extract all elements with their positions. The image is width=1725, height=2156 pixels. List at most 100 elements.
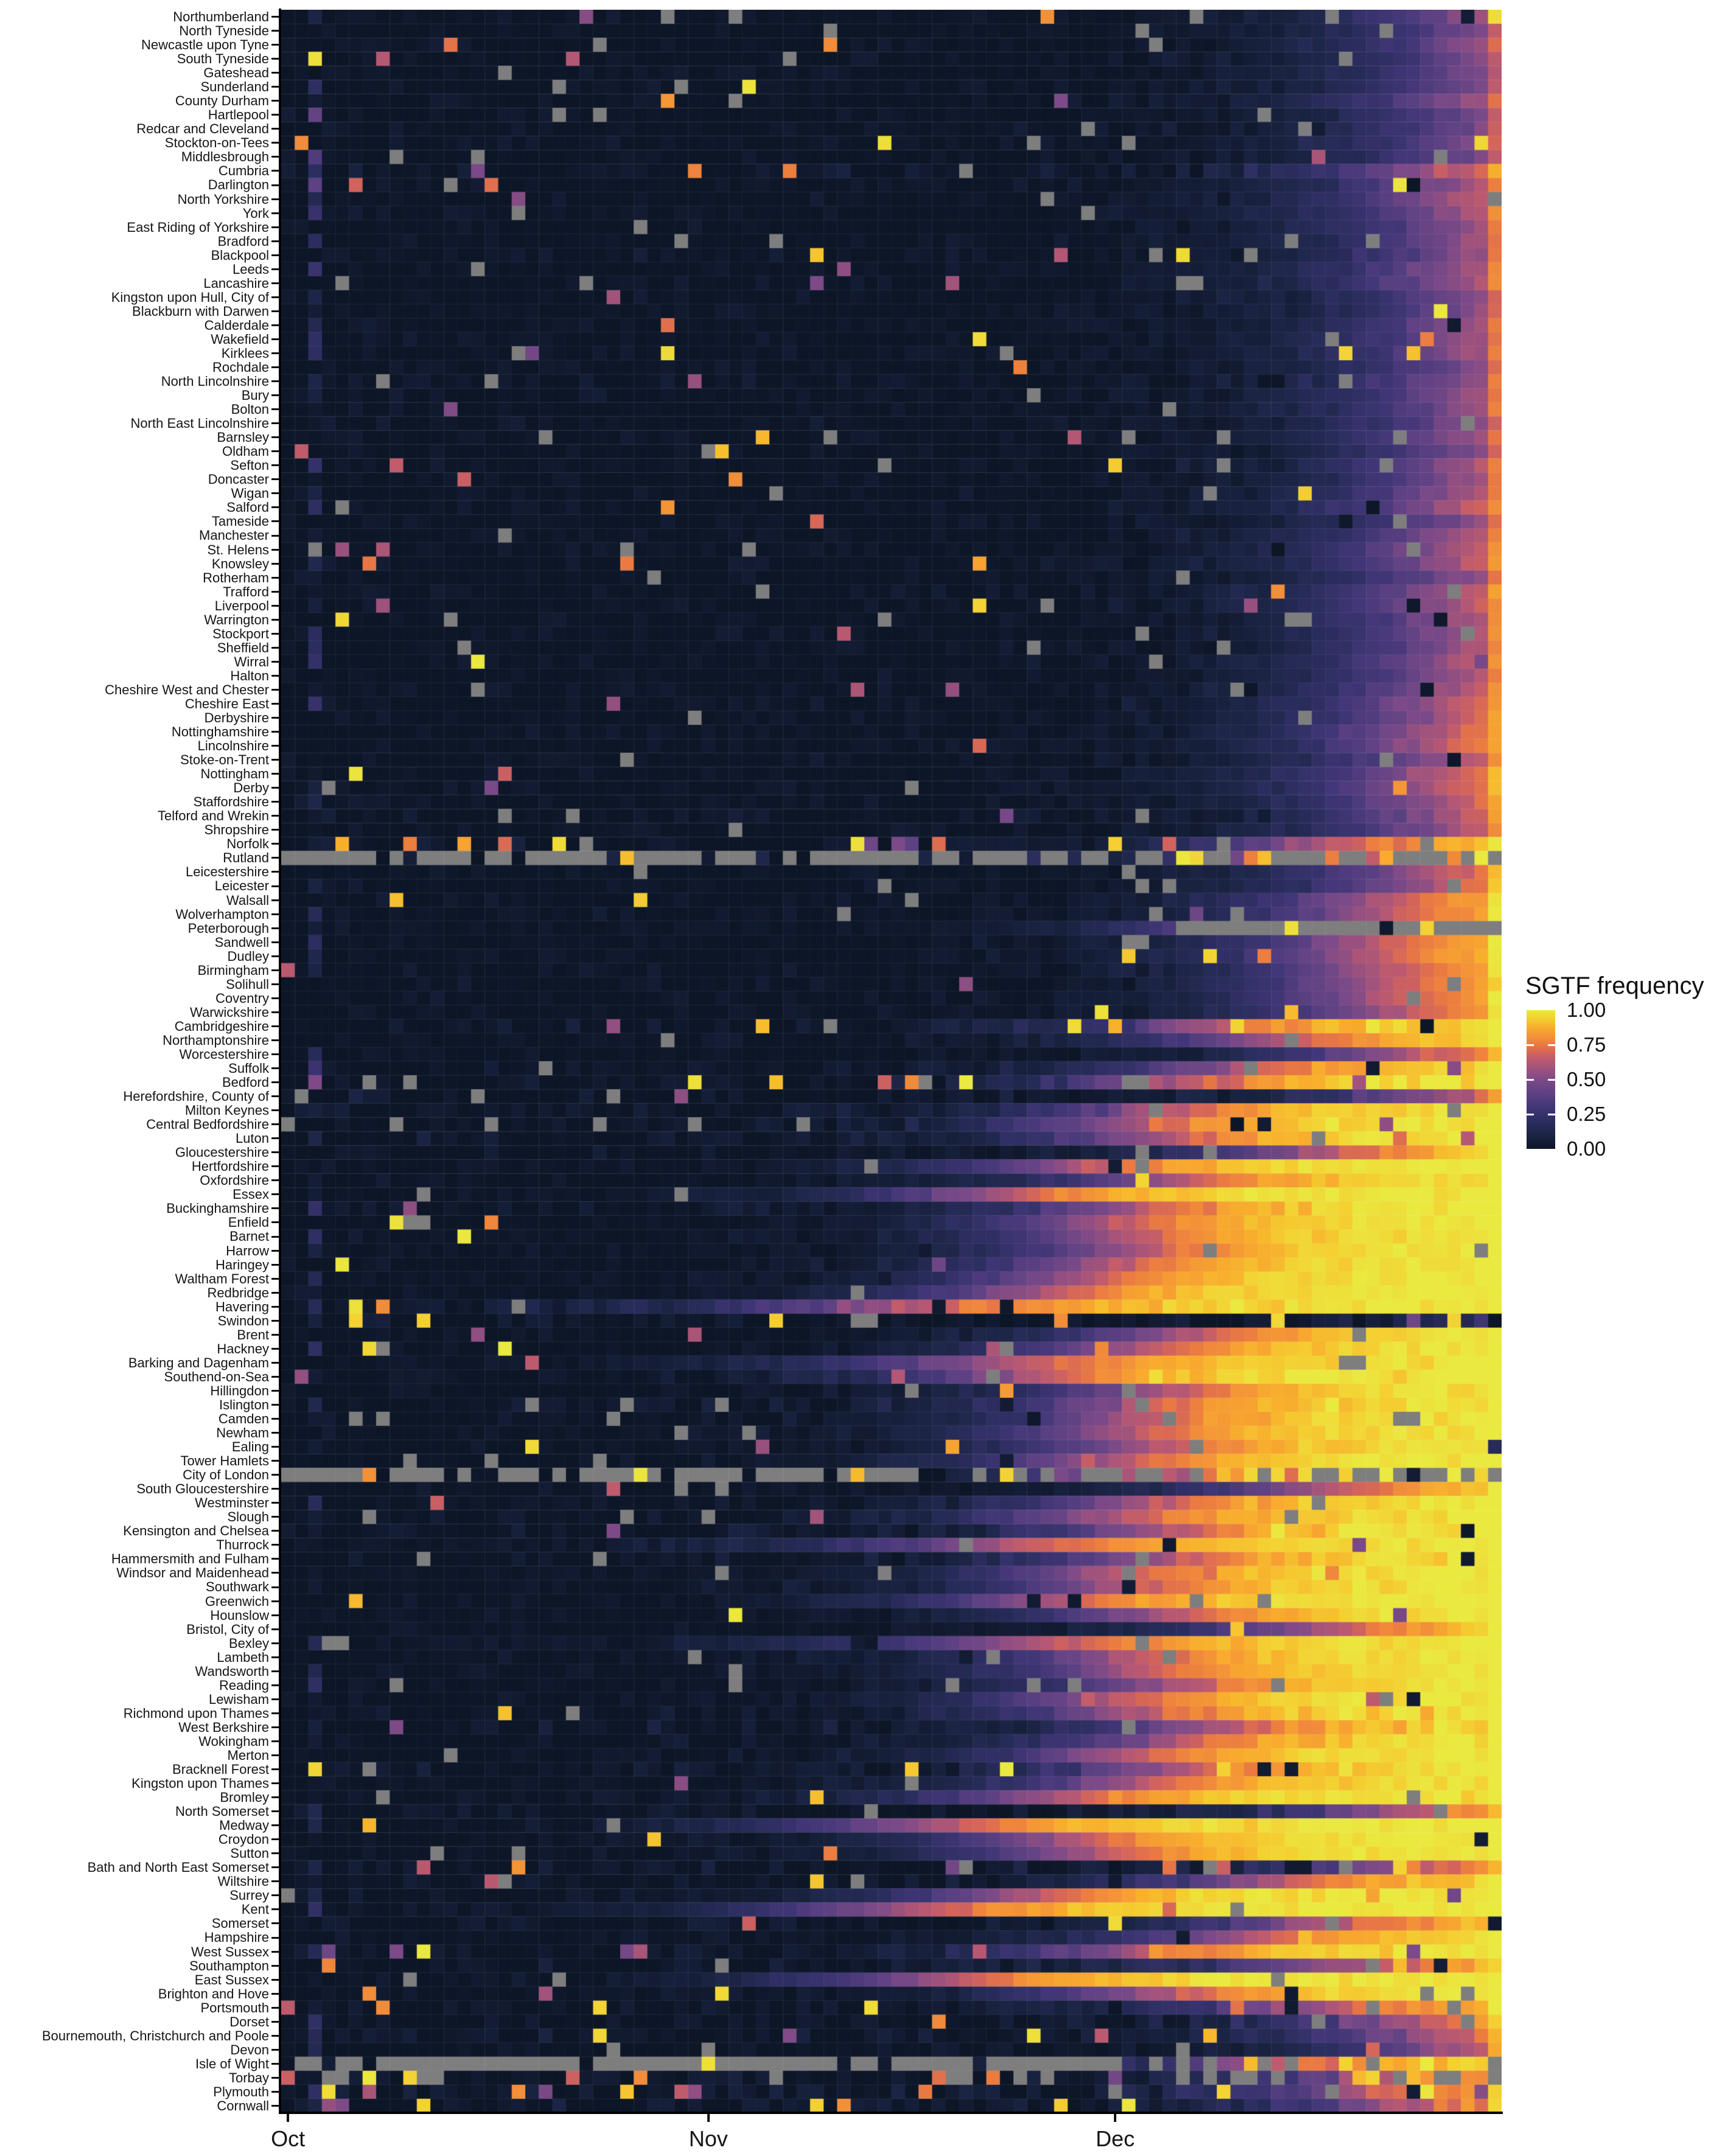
- y-axis-tick: [271, 1277, 279, 1280]
- y-axis-tick: [271, 1908, 279, 1911]
- legend-bar-tick: [1548, 1078, 1555, 1081]
- y-axis-label: Sefton: [230, 458, 269, 473]
- y-axis-tick: [271, 927, 279, 929]
- y-axis-tick: [271, 913, 279, 915]
- y-axis-tick: [271, 1838, 279, 1841]
- y-axis-label: Brighton and Hove: [158, 1986, 269, 2001]
- y-axis-tick: [271, 646, 279, 649]
- y-axis-label: Wakefield: [211, 331, 269, 347]
- y-axis-label: Gateshead: [203, 65, 269, 81]
- y-axis-tick: [271, 1151, 279, 1154]
- y-axis-tick: [271, 2034, 279, 2037]
- y-axis-tick: [271, 548, 279, 551]
- legend-bar-tick: [1527, 1078, 1534, 1081]
- y-axis-tick: [271, 843, 279, 845]
- y-axis-label: Hounslow: [210, 1607, 269, 1623]
- y-axis-tick: [271, 1572, 279, 1574]
- y-axis-tick: [271, 72, 279, 74]
- y-axis-label: Gloucestershire: [175, 1145, 269, 1160]
- legend-bar-tick: [1548, 1044, 1555, 1046]
- y-axis-tick: [271, 702, 279, 705]
- y-axis-label: Halton: [230, 668, 269, 683]
- y-axis-label: Derby: [233, 780, 269, 796]
- y-axis-tick: [271, 1936, 279, 1939]
- y-axis-label: Nottingham: [200, 766, 269, 782]
- y-axis-label: Rochdale: [212, 360, 269, 375]
- y-axis-tick: [271, 1866, 279, 1869]
- y-axis-label: Haringey: [215, 1257, 269, 1272]
- y-axis-tick: [271, 1418, 279, 1420]
- y-axis-tick: [271, 1992, 279, 1995]
- legend-title: SGTF frequency: [1525, 972, 1704, 999]
- y-axis-label: Luton: [235, 1131, 269, 1146]
- y-axis-label: Sunderland: [200, 79, 269, 95]
- y-axis-tick: [271, 2006, 279, 2009]
- y-axis-tick: [271, 1530, 279, 1532]
- y-axis-label: Wirral: [234, 654, 269, 669]
- y-axis-label: Herefordshire, County of: [123, 1089, 269, 1104]
- y-axis-tick: [271, 100, 279, 102]
- y-axis-tick: [271, 1642, 279, 1644]
- y-axis-label: Knowsley: [211, 556, 269, 571]
- y-axis-label: Cheshire West and Chester: [105, 682, 269, 697]
- y-axis-label: Birmingham: [197, 962, 269, 978]
- y-axis-label: Cumbria: [218, 163, 269, 179]
- y-axis-label: Hillingdon: [210, 1383, 269, 1398]
- y-axis-tick: [271, 1754, 279, 1756]
- legend-tick-label: 0.00: [1567, 1137, 1606, 1160]
- y-axis-label: Sutton: [230, 1846, 269, 1861]
- y-axis-label: Westminster: [195, 1495, 269, 1511]
- y-axis-tick: [271, 436, 279, 439]
- y-axis-label: Reading: [219, 1677, 269, 1693]
- y-axis-tick: [271, 1964, 279, 1967]
- y-axis-label: Sheffield: [217, 640, 269, 655]
- y-axis-label: Stockport: [212, 626, 269, 641]
- y-axis-tick: [271, 1922, 279, 1925]
- y-axis-label: Cambridgeshire: [174, 1018, 269, 1034]
- y-axis-tick: [271, 717, 279, 719]
- y-axis-tick: [271, 815, 279, 817]
- y-axis-label: Buckinghamshire: [166, 1201, 269, 1216]
- y-axis-tick: [271, 1011, 279, 1013]
- y-axis-label: Newham: [216, 1425, 269, 1441]
- y-axis-label: Redcar and Cleveland: [136, 121, 269, 137]
- y-axis-label: Tameside: [211, 514, 269, 529]
- y-axis-label: Barnsley: [217, 430, 269, 445]
- y-axis-label: Milton Keynes: [184, 1103, 269, 1118]
- y-axis-tick: [271, 1614, 279, 1616]
- y-axis-label: Leicestershire: [186, 864, 269, 880]
- y-axis-label: West Berkshire: [178, 1719, 269, 1735]
- y-axis-tick: [271, 759, 279, 761]
- y-axis-label: Havering: [215, 1299, 269, 1314]
- y-axis-tick: [271, 408, 279, 411]
- y-axis-label: County Durham: [175, 93, 269, 109]
- y-axis-tick: [271, 464, 279, 467]
- y-axis-tick: [271, 1502, 279, 1504]
- y-axis-label: South Tyneside: [177, 51, 269, 67]
- y-axis-tick: [271, 604, 279, 607]
- y-axis-tick: [271, 492, 279, 495]
- y-axis-tick: [271, 1698, 279, 1700]
- y-axis-label: Sandwell: [214, 934, 269, 950]
- y-axis-label: Bolton: [231, 402, 269, 417]
- y-axis-label: Hertfordshire: [191, 1159, 269, 1174]
- y-axis-label: Walsall: [226, 892, 269, 908]
- y-axis-tick: [271, 1446, 279, 1448]
- y-axis-tick: [271, 1488, 279, 1490]
- y-axis-label: Shropshire: [204, 822, 269, 838]
- y-axis-tick: [271, 2048, 279, 2051]
- y-axis-label: Manchester: [199, 528, 269, 543]
- y-axis-tick: [271, 997, 279, 999]
- y-axis-label: Surrey: [229, 1888, 269, 1903]
- y-axis-label: North Yorkshire: [177, 191, 269, 207]
- y-axis-tick: [271, 1375, 279, 1378]
- y-axis-label: Bath and North East Somerset: [87, 1860, 269, 1875]
- y-axis-tick: [271, 1656, 279, 1658]
- y-axis-tick: [271, 1165, 279, 1168]
- y-axis-label: Torbay: [228, 2070, 269, 2085]
- y-axis-tick: [271, 1852, 279, 1855]
- y-axis-tick: [271, 801, 279, 803]
- y-axis-label: Croydon: [218, 1832, 269, 1847]
- x-axis-label: Nov: [688, 2126, 728, 2151]
- y-axis-tick: [271, 1179, 279, 1182]
